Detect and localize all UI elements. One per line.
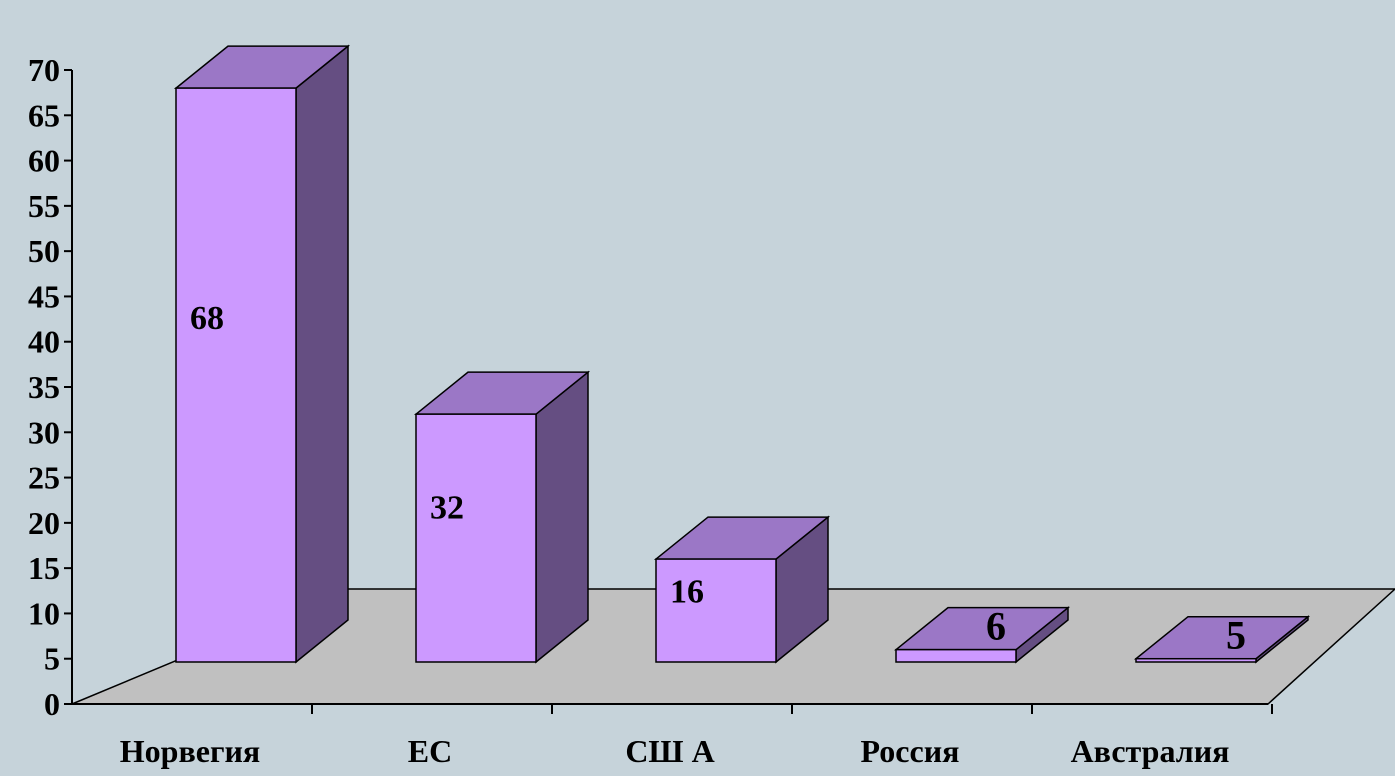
y-tick-label: 40 bbox=[28, 324, 60, 360]
y-tick-label: 35 bbox=[28, 369, 60, 405]
x-tick-label: СШ А bbox=[625, 733, 714, 769]
data-labels: 68 32 16 6 5 bbox=[190, 300, 1246, 658]
x-tick-label: Австралия bbox=[1071, 733, 1230, 769]
x-tick-label: Норвегия bbox=[120, 733, 260, 769]
bar-front bbox=[415, 413, 537, 663]
bar-front bbox=[895, 648, 1017, 663]
data-label: 68 bbox=[190, 300, 224, 337]
x-tick-label: ЕС bbox=[408, 733, 452, 769]
y-tick-label: 70 bbox=[28, 52, 60, 88]
x-axis-ticks: Норвегия ЕС СШ А Россия Австралия bbox=[120, 704, 1273, 769]
data-label: 6 bbox=[986, 604, 1006, 649]
y-axis-ticks: 0 5 10 15 20 25 30 35 40 45 50 55 60 65 70 bbox=[28, 52, 72, 722]
data-label: 5 bbox=[1226, 613, 1246, 658]
bar bbox=[653, 515, 831, 664]
y-tick-label: 50 bbox=[28, 233, 60, 269]
bar-front bbox=[175, 87, 297, 663]
y-tick-label: 20 bbox=[28, 505, 60, 541]
y-tick-label: 10 bbox=[28, 595, 60, 631]
bar-front bbox=[1135, 657, 1257, 663]
y-tick-label: 15 bbox=[28, 550, 60, 586]
bar-front bbox=[655, 558, 777, 663]
y-tick-label: 65 bbox=[28, 97, 60, 133]
y-tick-label: 5 bbox=[44, 641, 60, 677]
bar-side bbox=[295, 44, 349, 664]
bar-side bbox=[535, 370, 589, 664]
y-tick-label: 30 bbox=[28, 414, 60, 450]
data-label: 32 bbox=[430, 489, 464, 526]
bar bbox=[173, 44, 351, 664]
bar bbox=[893, 606, 1071, 664]
bar bbox=[1133, 615, 1311, 664]
y-tick-label: 45 bbox=[28, 278, 60, 314]
bar bbox=[413, 370, 591, 664]
x-tick-label: Россия bbox=[861, 733, 960, 769]
y-tick-label: 0 bbox=[44, 686, 60, 722]
data-label: 16 bbox=[670, 573, 704, 610]
y-tick-label: 25 bbox=[28, 460, 60, 496]
y-tick-label: 55 bbox=[28, 188, 60, 224]
bars bbox=[173, 44, 1311, 664]
y-tick-label: 60 bbox=[28, 143, 60, 179]
